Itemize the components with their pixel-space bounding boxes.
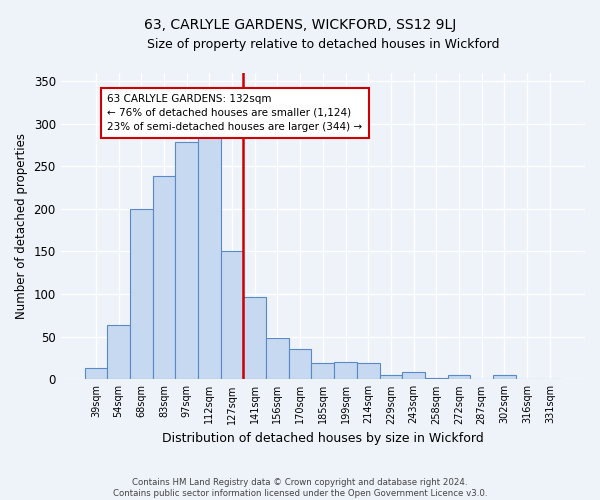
Text: 63, CARLYLE GARDENS, WICKFORD, SS12 9LJ: 63, CARLYLE GARDENS, WICKFORD, SS12 9LJ	[144, 18, 456, 32]
Title: Size of property relative to detached houses in Wickford: Size of property relative to detached ho…	[146, 38, 499, 51]
Bar	[198, 130, 221, 380]
Y-axis label: Number of detached properties: Number of detached properties	[15, 133, 28, 319]
Bar	[221, 252, 244, 380]
Bar	[130, 209, 152, 380]
Bar	[448, 375, 470, 380]
Bar	[334, 362, 357, 380]
Bar	[380, 375, 402, 380]
Bar	[425, 378, 448, 380]
Bar	[266, 338, 289, 380]
Bar	[289, 350, 311, 380]
X-axis label: Distribution of detached houses by size in Wickford: Distribution of detached houses by size …	[162, 432, 484, 445]
Bar	[244, 296, 266, 380]
Bar	[493, 375, 516, 380]
Bar	[107, 325, 130, 380]
Text: Contains HM Land Registry data © Crown copyright and database right 2024.
Contai: Contains HM Land Registry data © Crown c…	[113, 478, 487, 498]
Bar	[85, 368, 107, 380]
Bar	[402, 372, 425, 380]
Bar	[152, 176, 175, 380]
Bar	[311, 363, 334, 380]
Text: 63 CARLYLE GARDENS: 132sqm
← 76% of detached houses are smaller (1,124)
23% of s: 63 CARLYLE GARDENS: 132sqm ← 76% of deta…	[107, 94, 362, 132]
Bar	[357, 363, 380, 380]
Bar	[175, 142, 198, 380]
